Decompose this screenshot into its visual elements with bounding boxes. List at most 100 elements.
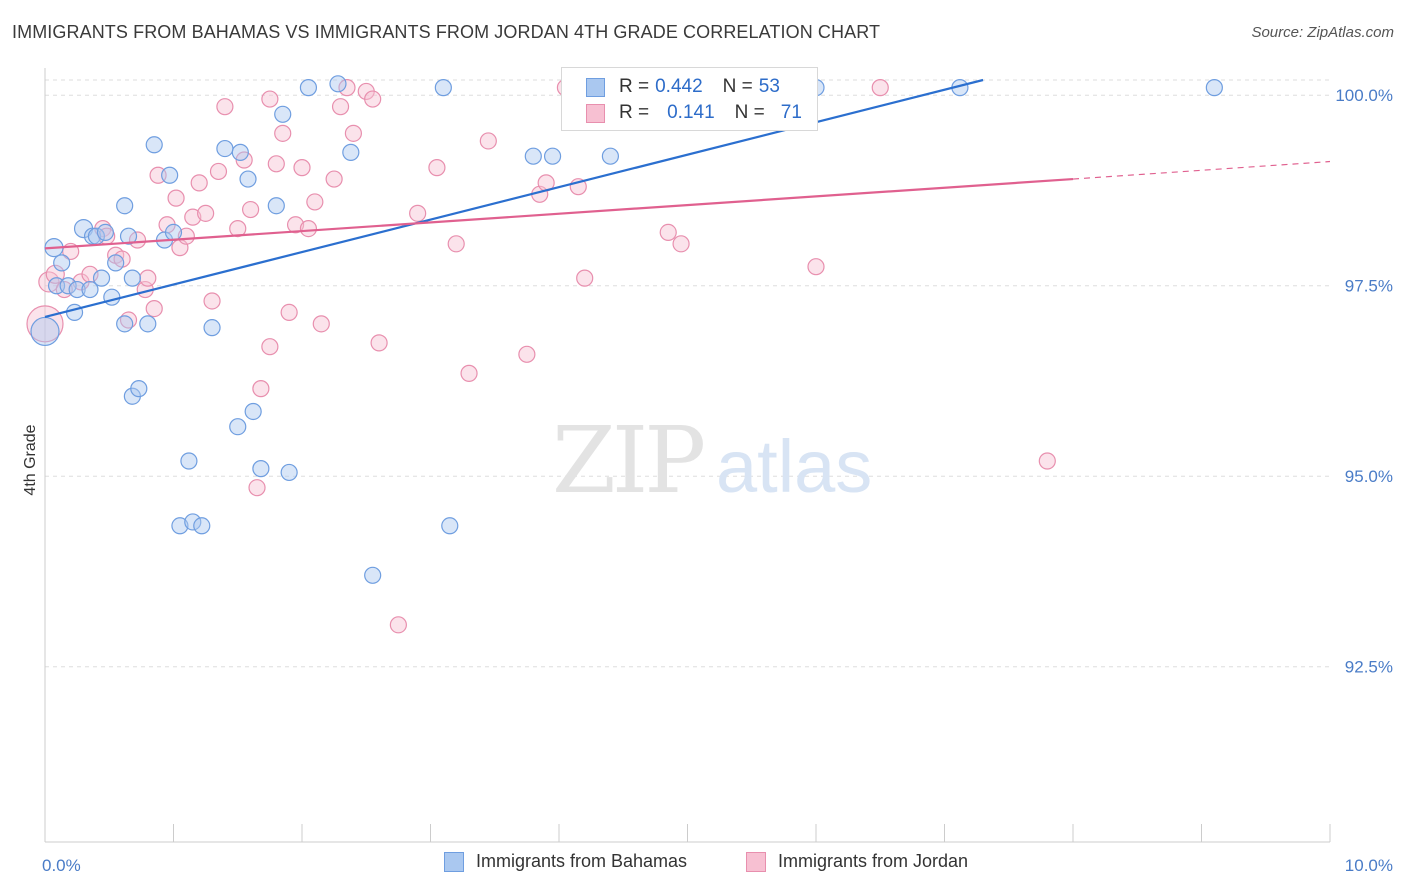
- jordan-point: [274, 124, 292, 142]
- n-label: N =: [722, 76, 753, 97]
- bahamas-point: [59, 277, 77, 295]
- jordan-points: [26, 79, 1056, 634]
- jordan-point: [286, 216, 305, 234]
- bahamas-point: [239, 170, 257, 188]
- bahamas-point: [364, 566, 382, 584]
- watermark: ZIP atlas: [552, 407, 872, 514]
- n-label: N =: [734, 102, 765, 123]
- jordan-trend-line: [44, 177, 1074, 250]
- bahamas-point: [92, 269, 111, 287]
- jordan-point: [267, 155, 285, 173]
- jordan-point: [807, 258, 825, 276]
- jordan-point: [518, 345, 536, 363]
- legend-item-jordan[interactable]: Immigrants from Jordan: [746, 851, 968, 872]
- x-tick-label: 10.0%: [1345, 856, 1393, 875]
- y-tick-label: 95.0%: [1345, 467, 1393, 486]
- chart-title: IMMIGRANTS FROM BAHAMAS VS IMMIGRANTS FR…: [12, 22, 881, 42]
- bahamas-trend-line: [44, 78, 984, 319]
- bahamas-point: [1205, 79, 1223, 97]
- jordan-point: [216, 98, 234, 116]
- bahamas-point: [53, 254, 71, 272]
- x-tick-labels: 0.0% 10.0%: [42, 856, 1393, 875]
- jordan-point: [184, 208, 202, 226]
- bahamas-point: [524, 147, 542, 165]
- jordan-point: [242, 200, 260, 219]
- r-label: R =: [619, 102, 650, 123]
- jordan-point: [312, 315, 330, 333]
- bahamas-point: [103, 288, 121, 306]
- jordan-point: [659, 223, 677, 241]
- legend-label: Immigrants from Bahamas: [476, 851, 688, 871]
- bahamas-point: [164, 223, 183, 241]
- bahamas-point: [145, 136, 163, 154]
- n-value: 71: [780, 102, 802, 123]
- jordan-point: [261, 90, 279, 108]
- x-tick-label: 0.0%: [42, 856, 81, 875]
- jordan-point: [460, 364, 478, 382]
- axes: [44, 68, 1331, 843]
- jordan-point: [209, 162, 228, 181]
- y-tick-label: 100.0%: [1335, 86, 1393, 105]
- bahamas-point: [216, 139, 234, 158]
- chart-source: Source: ZipAtlas.com: [1251, 24, 1394, 41]
- jordan-point: [447, 235, 465, 253]
- legend-row-jordan: R = 0.141 N = 71: [586, 100, 802, 126]
- jordan-point: [139, 269, 157, 287]
- bahamas-point: [280, 463, 298, 482]
- bahamas-point: [30, 316, 60, 347]
- bahamas-point: [130, 380, 148, 398]
- series-legend: Immigrants from Bahamas Immigrants from …: [0, 851, 1406, 877]
- bahamas-point: [139, 315, 157, 333]
- bahamas-point: [116, 197, 134, 215]
- bahamas-point: [193, 517, 211, 535]
- jordan-point: [299, 219, 318, 238]
- jordan-point: [389, 616, 407, 634]
- bahamas-point: [229, 418, 247, 436]
- jordan-point: [261, 338, 279, 356]
- bahamas-point: [342, 143, 360, 161]
- bahamas-point: [231, 143, 249, 161]
- jordan-point: [145, 300, 163, 318]
- bahamas-point: [299, 79, 318, 97]
- jordan-point: [338, 79, 356, 97]
- bahamas-point: [434, 79, 452, 97]
- watermark-atlas: atlas: [716, 425, 872, 508]
- jordan-point: [229, 219, 247, 238]
- jordan-swatch: [746, 851, 766, 872]
- watermark-zip: ZIP: [552, 407, 703, 514]
- jordan-point: [364, 90, 382, 108]
- y-tick-labels: 92.5% 95.0% 97.5% 100.0%: [1335, 86, 1393, 676]
- gridlines: [45, 79, 1330, 668]
- y-tick-label: 97.5%: [1345, 277, 1393, 296]
- bahamas-point: [441, 517, 459, 535]
- bahamas-point: [161, 166, 179, 184]
- bahamas-swatch: [444, 851, 464, 872]
- jordan-point: [293, 159, 311, 177]
- jordan-point: [248, 479, 266, 497]
- bahamas-point: [329, 75, 347, 93]
- jordan-point: [325, 170, 343, 188]
- bahamas-point: [65, 303, 84, 322]
- jordan-point: [576, 269, 594, 287]
- bahamas-point: [244, 402, 262, 421]
- legend-label: Immigrants from Jordan: [778, 851, 969, 871]
- legend-row-bahamas: R = 0.442 N = 53: [586, 74, 780, 100]
- jordan-point: [672, 235, 690, 253]
- bahamas-point: [180, 452, 198, 470]
- bahamas-point: [96, 223, 114, 241]
- bahamas-point: [119, 227, 138, 245]
- jordan-point: [167, 189, 185, 207]
- bahamas-point: [203, 319, 221, 337]
- jordan-point: [190, 174, 208, 192]
- jordan-point: [344, 124, 362, 142]
- legend-item-bahamas[interactable]: Immigrants from Bahamas: [444, 851, 687, 872]
- trend-lines: [44, 78, 1331, 319]
- jordan-point: [479, 132, 497, 150]
- jordan-trend-extension: [1072, 160, 1331, 180]
- jordan-point: [38, 271, 60, 293]
- bahamas-point: [81, 280, 99, 299]
- bahamas-point: [184, 513, 202, 531]
- bahamas-point: [123, 269, 141, 287]
- bahamas-swatch: [586, 77, 605, 97]
